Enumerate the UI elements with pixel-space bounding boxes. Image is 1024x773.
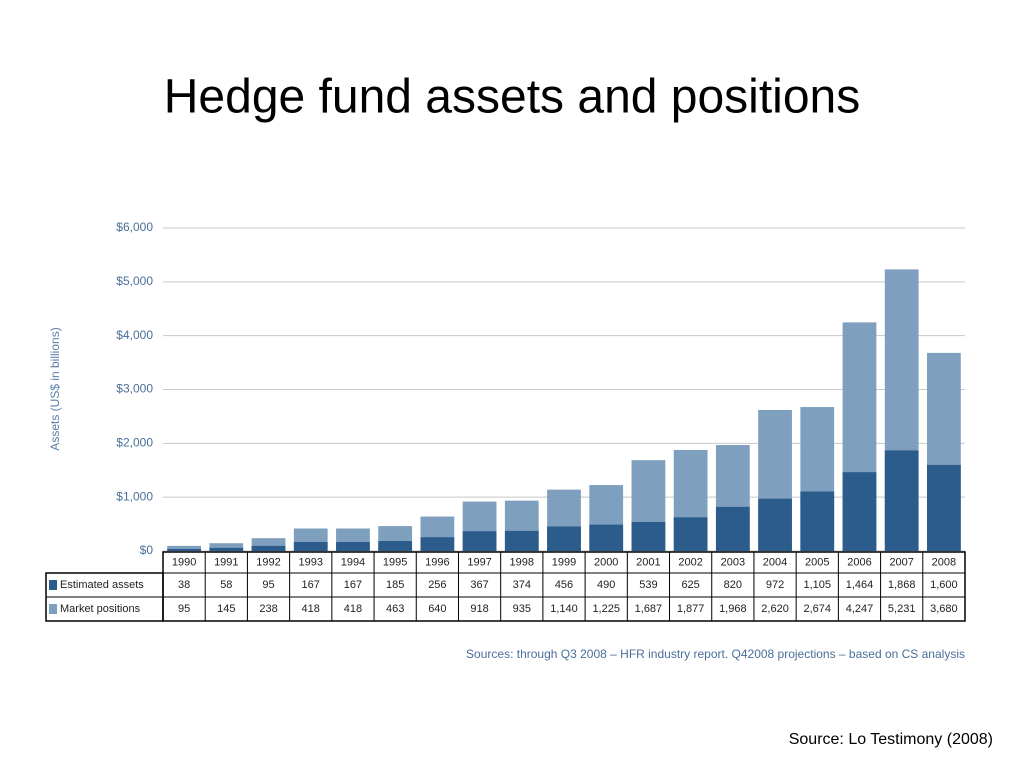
table-value: 625 (681, 579, 699, 591)
bar (842, 472, 877, 551)
bar (209, 543, 244, 551)
bar (378, 541, 413, 551)
x-tick-label: 2007 (889, 556, 913, 568)
bar (293, 542, 328, 551)
table-value: 1,868 (888, 579, 916, 591)
table-value: 1,464 (846, 579, 874, 591)
table-value: 58 (220, 579, 232, 591)
x-tick-label: 1996 (425, 556, 449, 568)
table-value: 374 (513, 579, 531, 591)
bar (927, 464, 961, 551)
table-value: 3,680 (930, 603, 958, 615)
table-value: 418 (344, 603, 362, 615)
bar (251, 545, 286, 551)
table-value: 145 (217, 603, 235, 615)
source: Source: Lo Testimony (2008) (789, 731, 993, 748)
bar (547, 526, 581, 551)
x-tick-label: 1993 (298, 556, 322, 568)
y-axis-label: Assets (US$ in billions) (48, 327, 62, 450)
bar (504, 530, 539, 551)
x-tick-label: 1990 (172, 556, 196, 568)
table-value: 238 (259, 603, 277, 615)
slide-title: Hedge fund assets and positions (164, 71, 860, 124)
x-tick-label: 1994 (341, 556, 365, 568)
x-tick-label: 2008 (932, 556, 956, 568)
table-value: 418 (302, 603, 320, 615)
table-value: 95 (262, 579, 274, 591)
table-value: 1,105 (803, 579, 831, 591)
y-tick-label: $1,000 (116, 489, 153, 503)
table-value: 972 (766, 579, 784, 591)
x-tick-label: 2001 (636, 556, 660, 568)
x-tick-label: 1999 (552, 556, 576, 568)
x-tick-label: 2000 (594, 556, 618, 568)
table-value: 1,687 (635, 603, 663, 615)
table-value: 167 (302, 579, 320, 591)
table-value: 456 (555, 579, 573, 591)
table-value: 640 (428, 603, 446, 615)
bar (884, 450, 919, 551)
legend-swatch (49, 580, 57, 590)
x-tick-label: 2005 (805, 556, 829, 568)
legend-label: Estimated assets (60, 579, 144, 591)
table-value: 2,620 (761, 603, 789, 615)
y-tick-label: $6,000 (116, 220, 153, 234)
x-tick-label: 1997 (467, 556, 491, 568)
y-tick-label: $4,000 (116, 328, 153, 342)
bar (420, 537, 455, 551)
x-tick-label: 1991 (214, 556, 238, 568)
bar (800, 491, 835, 551)
y-tick-label: $5,000 (116, 274, 153, 288)
bar (167, 545, 201, 551)
x-tick-label: 2002 (678, 556, 702, 568)
table-value: 463 (386, 603, 404, 615)
x-tick-label: 1998 (510, 556, 534, 568)
y-tick-label: $3,000 (116, 382, 153, 396)
bar (631, 521, 666, 551)
bar (167, 548, 201, 551)
table-value: 1,877 (677, 603, 705, 615)
table-value: 1,968 (719, 603, 747, 615)
table-value: 2,674 (803, 603, 831, 615)
x-tick-label: 1995 (383, 556, 407, 568)
table-value: 167 (344, 579, 362, 591)
bar (715, 506, 750, 551)
table-value: 820 (724, 579, 742, 591)
x-tick-label: 2003 (721, 556, 745, 568)
legend-label: Market positions (60, 603, 141, 615)
table-value: 1,140 (550, 603, 578, 615)
table-value: 1,225 (592, 603, 620, 615)
bar (336, 542, 370, 551)
table-value: 38 (178, 579, 190, 591)
table-value: 1,600 (930, 579, 958, 591)
bar (758, 498, 792, 551)
legend-swatch (49, 604, 57, 614)
table-value: 935 (513, 603, 531, 615)
table-value: 367 (470, 579, 488, 591)
bar (209, 547, 244, 551)
table-value: 185 (386, 579, 404, 591)
x-tick-label: 1992 (256, 556, 280, 568)
y-tick-label: $0 (140, 543, 154, 557)
table-value: 918 (470, 603, 488, 615)
bar (673, 517, 708, 551)
table-value: 490 (597, 579, 615, 591)
bar (462, 531, 497, 551)
y-tick-label: $2,000 (116, 436, 153, 450)
x-tick-label: 2006 (847, 556, 871, 568)
table-value: 5,231 (888, 603, 916, 615)
table-value: 4,247 (846, 603, 874, 615)
x-tick-label: 2004 (763, 556, 787, 568)
table-value: 95 (178, 603, 190, 615)
bar (589, 524, 624, 551)
table-value: 256 (428, 579, 446, 591)
sources-note: Sources: through Q3 2008 – HFR industry … (466, 647, 965, 661)
table-value: 539 (639, 579, 657, 591)
